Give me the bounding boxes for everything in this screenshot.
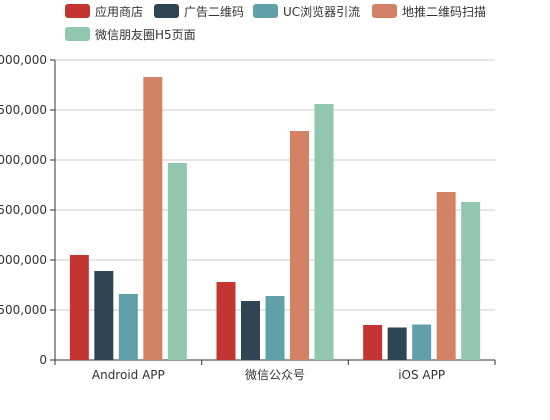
legend-swatch: [253, 4, 278, 18]
bar[interactable]: [265, 296, 285, 360]
x-axis: Android APP 微信公众号 iOS APP: [54, 359, 496, 382]
legend-swatch: [154, 4, 179, 18]
x-tick-label: 微信公众号: [245, 368, 305, 382]
legend-item[interactable]: UC浏览器引流: [253, 4, 360, 19]
legend-item[interactable]: 广告二维码: [154, 4, 244, 19]
legend-swatch: [65, 4, 90, 18]
bar[interactable]: [387, 327, 407, 361]
bar[interactable]: [94, 271, 114, 360]
legend-swatch: [372, 4, 397, 18]
legend-item[interactable]: 地推二维码扫描: [372, 4, 486, 19]
legend-item[interactable]: 应用商店: [65, 4, 143, 19]
legend-label: 地推二维码扫描: [402, 5, 486, 19]
bar[interactable]: [167, 163, 187, 360]
y-tick-label: 0: [39, 353, 47, 367]
bar[interactable]: [143, 77, 163, 360]
y-tick-label: 3,000,000: [0, 53, 47, 67]
bar[interactable]: [314, 104, 334, 360]
y-axis: 0 500,000 1,000,000 1,500,000 2,000,000 2,500…: [0, 53, 56, 367]
legend-label: 广告二维码: [184, 5, 244, 19]
y-tick-label: 1,500,000: [0, 203, 47, 217]
bars: [69, 77, 481, 361]
bar[interactable]: [412, 324, 432, 361]
y-tick-label: 500,000: [0, 303, 47, 317]
bar[interactable]: [363, 325, 383, 360]
legend-swatch: [65, 27, 90, 41]
x-tick-label: iOS APP: [398, 368, 445, 382]
bar[interactable]: [241, 301, 260, 360]
grid-lines: [55, 59, 495, 311]
legend-label: UC浏览器引流: [283, 4, 360, 19]
legend-label: 应用商店: [95, 4, 143, 19]
bar[interactable]: [216, 282, 236, 360]
legend-item[interactable]: 微信朋友圈H5页面: [65, 27, 196, 42]
y-tick-label: 2,500,000: [0, 103, 47, 117]
y-tick-label: 2,000,000: [0, 153, 47, 167]
bar[interactable]: [118, 294, 138, 360]
bar[interactable]: [461, 202, 481, 360]
x-tick-label: Android APP: [92, 368, 165, 382]
y-tick-label: 1,000,000: [0, 253, 47, 267]
bar[interactable]: [436, 192, 456, 360]
bar[interactable]: [290, 131, 309, 360]
bar[interactable]: [69, 255, 89, 360]
legend-label: 微信朋友圈H5页面: [95, 28, 196, 42]
